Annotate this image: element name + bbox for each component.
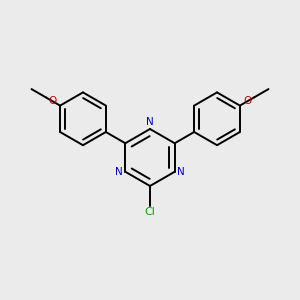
Text: O: O [49, 97, 57, 106]
Text: N: N [115, 167, 123, 177]
Text: N: N [146, 117, 154, 128]
Text: N: N [177, 167, 185, 177]
Text: O: O [243, 97, 251, 106]
Text: Cl: Cl [145, 207, 155, 217]
